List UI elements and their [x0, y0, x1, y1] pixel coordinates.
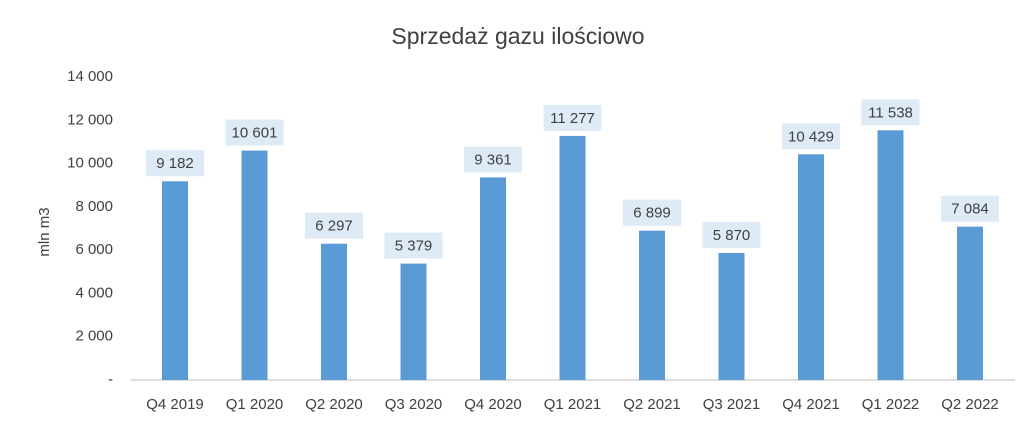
y-tick-label: 10 000: [67, 155, 113, 172]
y-tick-label: 2 000: [75, 328, 113, 345]
x-tick-label: Q2 2020: [305, 396, 363, 413]
value-label: 11 277: [550, 110, 595, 127]
value-label: 9 182: [156, 155, 194, 172]
bar: [639, 230, 665, 380]
y-axis-label: mln m3: [36, 207, 53, 256]
value-label-box: [384, 232, 443, 259]
value-label-box: [305, 212, 363, 239]
bar: [400, 263, 427, 380]
value-label-box: [543, 104, 602, 131]
x-tick-label: Q2 2022: [941, 396, 999, 413]
x-tick-label: Q3 2021: [703, 396, 761, 413]
value-label-box: [941, 195, 999, 222]
value-label-box: [702, 221, 761, 248]
y-tick-label: -: [108, 371, 113, 388]
value-label-box: [464, 146, 522, 173]
bar: [559, 135, 586, 380]
value-label: 7 084: [951, 201, 989, 218]
value-label-box: [861, 99, 920, 126]
bar: [877, 130, 904, 380]
bar: [321, 243, 347, 380]
x-tick-label: Q1 2022: [862, 396, 920, 413]
y-tick-label: 4 000: [75, 284, 113, 301]
y-tick-label: 6 000: [75, 241, 113, 258]
value-label: 10 601: [232, 125, 278, 142]
x-tick-label: Q3 2020: [385, 396, 443, 413]
x-tick-label: Q1 2021: [544, 396, 602, 413]
value-label: 6 899: [633, 205, 671, 222]
bar: [798, 154, 824, 380]
value-label: 10 429: [788, 128, 834, 145]
bar: [718, 252, 745, 380]
bar: [241, 150, 268, 380]
bar: [162, 181, 188, 380]
x-tick-label: Q1 2020: [226, 396, 284, 413]
x-tick-label: Q2 2021: [623, 396, 681, 413]
value-label-box: [146, 150, 204, 177]
value-label: 9 361: [474, 151, 512, 168]
x-tick-label: Q4 2020: [464, 396, 522, 413]
chart-title: Sprzedaż gazu ilościowo: [391, 23, 644, 49]
x-tick-label: Q4 2021: [782, 396, 840, 413]
y-tick-label: 12 000: [67, 111, 113, 128]
bar: [480, 177, 506, 380]
y-tick-label: 14 000: [67, 68, 113, 85]
y-tick-label: 8 000: [75, 198, 113, 215]
value-label-box: [623, 199, 681, 226]
value-label: 11 538: [868, 104, 913, 121]
value-label: 5 379: [395, 238, 433, 255]
value-label-box: [782, 123, 840, 150]
value-label: 5 870: [713, 227, 751, 244]
bar: [957, 226, 983, 380]
value-label-box: [225, 119, 284, 146]
x-tick-label: Q4 2019: [146, 396, 204, 413]
value-label: 6 297: [315, 218, 353, 235]
